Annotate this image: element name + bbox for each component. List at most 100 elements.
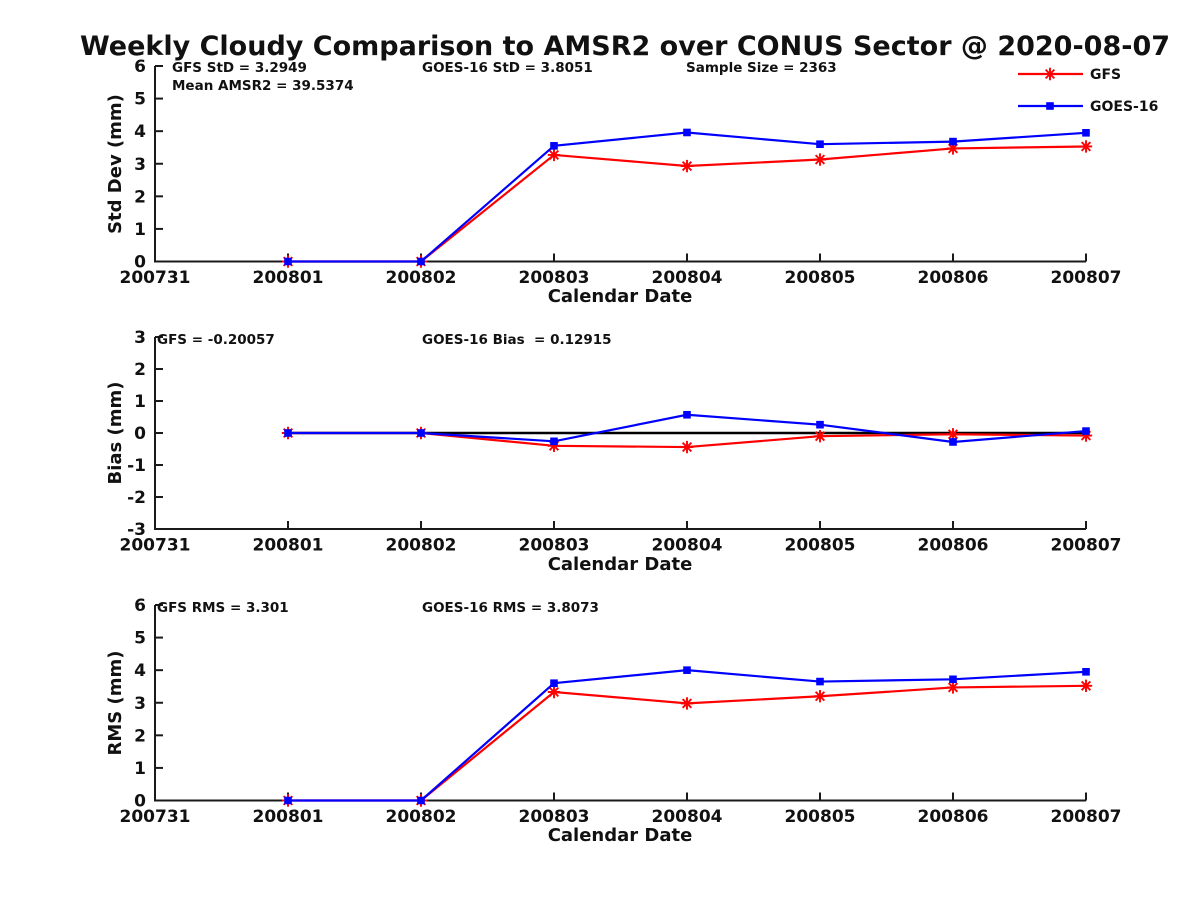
y-axis-label: Bias (mm) bbox=[105, 382, 126, 485]
square-marker bbox=[1046, 102, 1054, 110]
series-line-goes-16 bbox=[288, 131, 1087, 263]
x-tick-label: 200807 bbox=[1051, 536, 1122, 556]
series-layer bbox=[281, 666, 1093, 807]
square-marker bbox=[1082, 128, 1090, 137]
y-tick-label: 5 bbox=[134, 90, 146, 110]
square-marker bbox=[417, 429, 425, 437]
x-tick-label: 200801 bbox=[253, 536, 324, 556]
y-tick-label: -3 bbox=[127, 520, 146, 540]
square-marker bbox=[284, 257, 292, 266]
legend-gfs-asterisk-marker bbox=[1043, 67, 1057, 81]
x-tick-label: 200803 bbox=[519, 807, 590, 827]
x-axis-label: Calendar Date bbox=[548, 554, 693, 575]
square-marker bbox=[683, 410, 691, 419]
x-axis-label: Calendar Date bbox=[548, 825, 693, 846]
y-tick-label: 1 bbox=[134, 392, 146, 412]
annotation-goes16-std: GOES-16 StD = 3.8051 bbox=[422, 60, 593, 76]
y-tick-label: 2 bbox=[134, 726, 146, 746]
x-tick-label: 200805 bbox=[785, 268, 856, 288]
axis-spines bbox=[154, 605, 1086, 802]
x-tick-label: 200802 bbox=[386, 536, 457, 556]
x-tick-label: 200806 bbox=[918, 268, 989, 288]
axes: 0 1 2 3 4 5 6 200731 200801 200802 200803 200804 200… bbox=[120, 596, 1122, 827]
annotation-gfs-rms: GFS RMS = 3.301 bbox=[157, 600, 289, 616]
square-marker bbox=[417, 257, 425, 266]
square-marker bbox=[284, 796, 292, 805]
x-tick-label: 200805 bbox=[785, 536, 856, 556]
x-tick-label: 200806 bbox=[918, 807, 989, 827]
x-tick-label: 200804 bbox=[652, 536, 723, 556]
axes: 0 1 2 3 4 5 6 200731 200801 200802 200803 200804 200… bbox=[120, 57, 1122, 288]
asterisk-marker bbox=[680, 159, 694, 173]
legend-goes16-square-marker bbox=[1046, 102, 1054, 110]
panel-std-dev: 0 1 2 3 4 5 6 200731 200801 200802 200803 200804 200… bbox=[105, 57, 1121, 307]
square-marker bbox=[816, 420, 824, 429]
annotation-gfs-std: GFS StD = 3.2949 bbox=[172, 60, 307, 76]
x-tick-label: 200731 bbox=[120, 536, 191, 556]
legend-goes16-label: GOES-16 bbox=[1090, 99, 1158, 115]
square-marker bbox=[550, 142, 558, 150]
x-tick-label: 200731 bbox=[120, 807, 191, 827]
y-tick-label: 5 bbox=[134, 629, 146, 649]
square-marker bbox=[816, 140, 824, 148]
legend-gfs-label: GFS bbox=[1090, 67, 1121, 83]
square-marker bbox=[550, 679, 558, 687]
x-tick-label: 200803 bbox=[519, 268, 590, 288]
y-tick-label: 2 bbox=[134, 187, 146, 207]
panel-rms: 0 1 2 3 4 5 6 200731 200801 200802 200803 200804 200… bbox=[105, 596, 1121, 846]
square-marker bbox=[1082, 427, 1090, 435]
asterisk-marker bbox=[680, 440, 694, 454]
asterisk-marker bbox=[547, 685, 561, 699]
annotation-mean-amsr2: Mean AMSR2 = 39.5374 bbox=[172, 78, 354, 94]
square-marker bbox=[683, 128, 691, 137]
legend: GFS GOES-16 bbox=[1018, 67, 1158, 115]
series-line-goes-16 bbox=[288, 669, 1087, 802]
asterisk-marker bbox=[680, 697, 694, 710]
y-tick-label: 3 bbox=[134, 155, 146, 175]
asterisk-marker bbox=[547, 439, 561, 452]
x-tick-label: 200731 bbox=[120, 268, 191, 288]
series-line-goes-16 bbox=[288, 413, 1087, 444]
x-tick-label: 200805 bbox=[785, 807, 856, 827]
square-marker bbox=[550, 437, 558, 446]
asterisk-marker bbox=[946, 681, 960, 694]
asterisk-marker bbox=[1043, 67, 1057, 81]
square-marker bbox=[816, 677, 824, 686]
y-tick-label: 0 bbox=[134, 424, 146, 444]
asterisk-marker bbox=[1079, 679, 1093, 693]
x-axis-label: Calendar Date bbox=[548, 286, 693, 307]
figure-title: Weekly Cloudy Comparison to AMSR2 over C… bbox=[80, 31, 1170, 62]
square-marker bbox=[284, 429, 292, 437]
annotation-goes16-bias: GOES-16 Bias = 0.12915 bbox=[422, 332, 612, 348]
x-tick-label: 200807 bbox=[1051, 807, 1122, 827]
square-marker bbox=[949, 438, 957, 446]
x-tick-label: 200801 bbox=[253, 268, 324, 288]
x-tick-label: 200802 bbox=[386, 807, 457, 827]
asterisk-marker bbox=[813, 430, 827, 443]
y-tick-label: 0 bbox=[134, 253, 146, 273]
y-axis-label: RMS (mm) bbox=[105, 651, 126, 756]
asterisk-marker bbox=[946, 142, 960, 155]
square-marker bbox=[417, 796, 425, 805]
square-marker bbox=[949, 675, 957, 684]
annotation-gfs-bias: GFS = -0.20057 bbox=[157, 332, 275, 348]
square-marker bbox=[1082, 667, 1090, 676]
axis-spines bbox=[154, 66, 1086, 263]
x-tick-label: 200801 bbox=[253, 807, 324, 827]
square-marker bbox=[683, 666, 691, 674]
x-tick-label: 200804 bbox=[652, 807, 723, 827]
y-tick-label: 4 bbox=[134, 122, 146, 142]
y-tick-label: 0 bbox=[134, 792, 146, 812]
x-tick-label: 200807 bbox=[1051, 268, 1122, 288]
y-tick-label: 3 bbox=[134, 328, 146, 348]
square-marker bbox=[949, 137, 957, 146]
asterisk-marker bbox=[813, 153, 827, 166]
asterisk-marker bbox=[1079, 429, 1093, 442]
x-tick-label: 200803 bbox=[519, 536, 590, 556]
x-tick-label: 200806 bbox=[918, 536, 989, 556]
x-tick-label: 200802 bbox=[386, 268, 457, 288]
y-tick-label: -2 bbox=[127, 488, 146, 508]
